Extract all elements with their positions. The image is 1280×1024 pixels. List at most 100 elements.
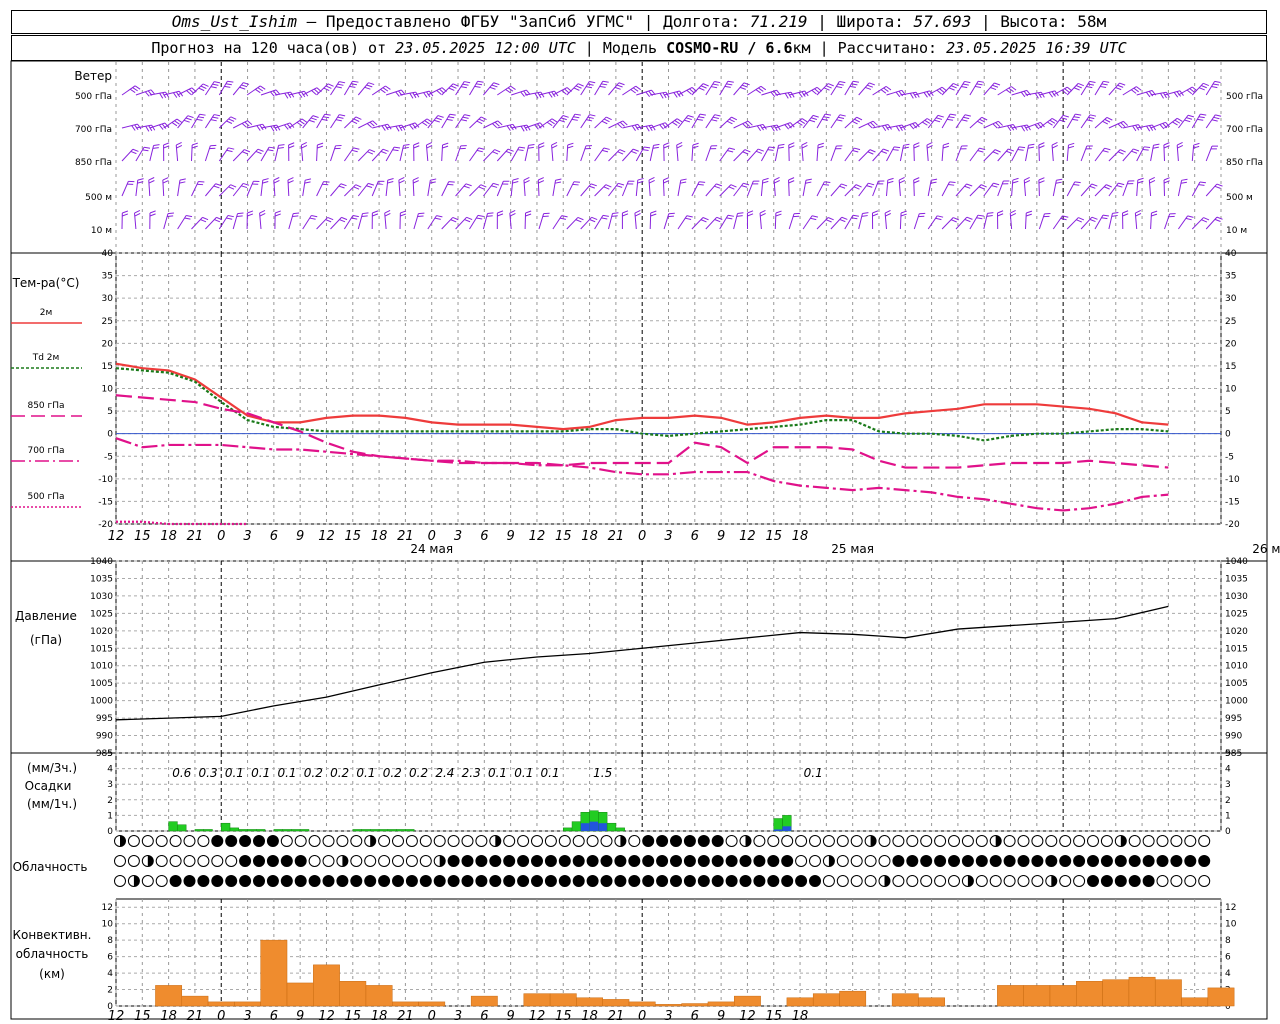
wind-barb xyxy=(788,213,795,230)
conv-bar xyxy=(418,1001,446,1007)
wind-barb-flag xyxy=(1051,91,1056,97)
wind-barb-flag xyxy=(1102,150,1109,153)
conv-bar xyxy=(365,985,393,1007)
wind-barb-flag xyxy=(637,124,642,130)
wind-barb-flag xyxy=(228,186,235,190)
wind-barb-flag xyxy=(1119,82,1126,86)
cloud-half-icon xyxy=(745,835,751,847)
wind-barb xyxy=(1136,146,1145,162)
wind-barb-flag xyxy=(895,91,901,98)
y-tick-label-left: 1000 xyxy=(90,697,113,707)
wind-barb-flag xyxy=(1102,214,1109,217)
wind-barb-flag xyxy=(132,148,139,152)
wind-barb xyxy=(344,184,357,197)
wind-barb-flag xyxy=(616,84,623,88)
wind-barb xyxy=(747,148,759,162)
cloud-cover-icon xyxy=(711,855,724,867)
wind-barb-flag xyxy=(659,124,664,130)
wind-barb xyxy=(1052,215,1063,230)
wind-barb-flag xyxy=(760,212,766,217)
wind-barb-flag xyxy=(367,151,374,155)
y-tick-label-right: 1015 xyxy=(1225,644,1248,654)
cloud-half-icon xyxy=(120,835,126,847)
wind-barb-flag xyxy=(1106,116,1113,121)
wind-barb-flag xyxy=(1026,124,1031,131)
x-tick-label: 9 xyxy=(717,529,725,544)
wind-barb xyxy=(774,212,777,230)
wind-barb-flag xyxy=(1101,83,1108,86)
cloud-cover-icon xyxy=(114,855,126,867)
cloud-cover-icon xyxy=(308,835,321,847)
wind-barb-flag xyxy=(632,148,639,152)
wind-barb-flag xyxy=(836,119,843,122)
wind-barb-flag xyxy=(474,85,481,88)
wind-barb-flag xyxy=(554,181,562,184)
precip-bar-conv xyxy=(580,823,590,831)
wind-barb-flag xyxy=(1119,149,1126,153)
wind-barb-flag xyxy=(870,122,876,127)
cloud-cover-icon xyxy=(1128,835,1141,847)
wind-barb-flag xyxy=(538,180,545,184)
cloud-cover-icon xyxy=(586,835,599,847)
wind-barb-flag xyxy=(171,122,178,127)
wind-barb-flag xyxy=(1198,87,1205,91)
wind-barb-flag xyxy=(1034,124,1040,130)
wind-barb-flag xyxy=(491,185,498,188)
precip-bar xyxy=(282,829,292,832)
wind-barb xyxy=(524,145,530,162)
legend-label: 500 гПа xyxy=(27,492,64,502)
wind-barb-flag xyxy=(883,148,890,152)
wind-barb xyxy=(330,145,337,162)
cloud-cover-icon xyxy=(1059,875,1072,887)
cloud-cover-icon xyxy=(266,835,279,847)
conv-bar xyxy=(839,990,867,1007)
wind-barb-flag xyxy=(122,213,129,217)
wind-barb-flag xyxy=(478,186,485,190)
wind-barb-flag xyxy=(476,83,483,86)
wind-barb-flag xyxy=(1089,80,1096,84)
x-tick-label-bottom: 18 xyxy=(581,1009,598,1024)
wind-barb-flag xyxy=(586,119,593,122)
cloud-half-icon xyxy=(828,855,835,867)
precip-bar xyxy=(773,818,783,832)
wind-barb-flag xyxy=(862,212,869,214)
wind-barb-flag xyxy=(493,182,500,186)
wind-barb xyxy=(302,115,314,129)
wind-barb-flag xyxy=(943,142,950,146)
y-tick-label-left: 1030 xyxy=(90,592,113,602)
cloud-cover-icon xyxy=(253,835,265,847)
conv-bar xyxy=(549,993,577,1007)
wind-barb-flag xyxy=(1090,114,1097,117)
cloud-cover-icon xyxy=(1045,855,1058,867)
wind-barb-flag xyxy=(827,217,834,221)
precip-unit-3h: (мм/3ч.) xyxy=(27,761,77,775)
wind-barb-flag xyxy=(212,116,219,119)
wind-barb xyxy=(232,82,244,96)
wind-barb-flag xyxy=(588,185,595,189)
x-tick-label-bottom: 18 xyxy=(792,1009,809,1024)
wind-barb-flag xyxy=(519,146,526,149)
cloud-cover-icon xyxy=(405,875,418,887)
wind-barb-flag xyxy=(292,215,299,217)
wind-barb xyxy=(232,149,245,162)
cloud-cover-icon xyxy=(892,835,905,847)
wind-barb-flag xyxy=(415,91,420,98)
precip-bar xyxy=(387,829,397,832)
wind-barb-flag xyxy=(539,122,545,128)
cloud-cover-icon xyxy=(1114,875,1127,887)
y-tick-label-left: 990 xyxy=(96,732,113,742)
y-tick-label-left: 2 xyxy=(107,796,113,806)
wind-barb-flag xyxy=(424,120,430,125)
wind-barb-flag xyxy=(939,88,945,93)
cloud-cover-icon xyxy=(683,855,696,867)
wind-barb-flag xyxy=(305,178,312,181)
wind-barb xyxy=(121,85,136,96)
x-tick-label-bottom: 21 xyxy=(397,1009,414,1024)
wind-barb-flag xyxy=(676,144,683,149)
wind-barb-flag xyxy=(1074,181,1081,184)
wind-barb-flag xyxy=(1055,181,1062,184)
cloud-cover-icon xyxy=(725,875,738,887)
cloud-cover-icon xyxy=(753,855,766,867)
cloud-cover-icon xyxy=(169,835,182,847)
wind-barb-flag xyxy=(700,219,707,223)
